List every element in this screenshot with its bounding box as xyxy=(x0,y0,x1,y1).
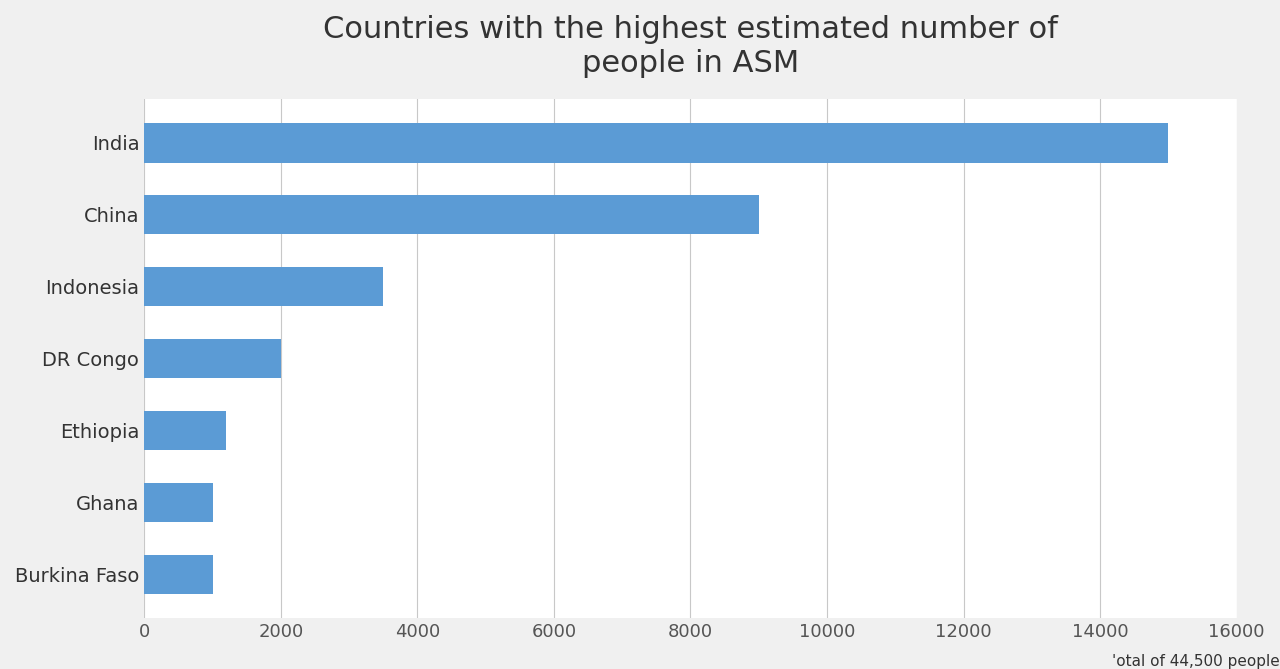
Title: Countries with the highest estimated number of
people in ASM: Countries with the highest estimated num… xyxy=(323,15,1059,78)
Bar xyxy=(145,195,759,234)
Bar xyxy=(145,339,280,379)
Bar xyxy=(145,482,212,522)
Bar xyxy=(145,267,383,306)
Bar xyxy=(145,411,227,450)
Bar xyxy=(145,555,212,594)
Bar xyxy=(145,123,1169,163)
Text: 'otal of 44,500 people: 'otal of 44,500 people xyxy=(1112,654,1280,669)
